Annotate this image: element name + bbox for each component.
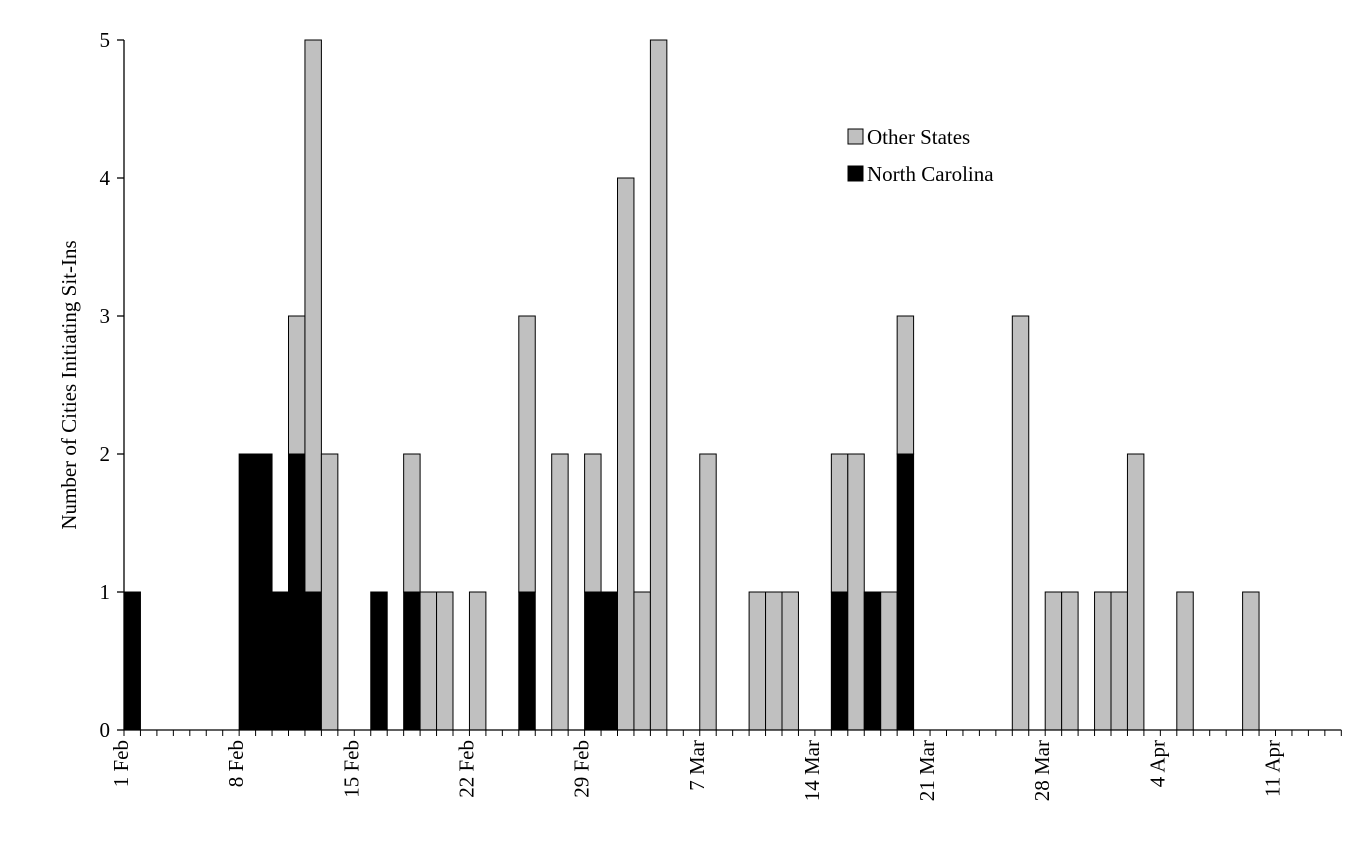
bar-other-states xyxy=(896,315,915,455)
bar-other-states xyxy=(1176,591,1194,731)
plot-area xyxy=(123,39,1260,731)
bar-north-carolina xyxy=(830,591,849,731)
legend-label-north-carolina: North Carolina xyxy=(867,162,994,186)
bar-north-carolina xyxy=(403,591,421,731)
x-tick-label: 28 Mar xyxy=(1030,740,1054,801)
legend: Other States North Carolina xyxy=(847,125,994,186)
x-tick-label: 4 Apr xyxy=(1145,740,1169,787)
y-tick-label: 2 xyxy=(100,442,111,466)
x-tick-label: 22 Feb xyxy=(454,740,478,798)
bar-north-carolina xyxy=(288,453,306,731)
x-tick-label: 14 Mar xyxy=(800,740,824,801)
bar-other-states xyxy=(1110,591,1128,731)
bar-north-carolina xyxy=(271,591,289,731)
bar-other-states xyxy=(617,177,635,731)
y-tick-label: 4 xyxy=(100,166,111,190)
bar-north-carolina xyxy=(584,591,602,731)
bar-other-states xyxy=(468,591,487,731)
y-tick-label: 0 xyxy=(100,718,111,742)
bar-other-states xyxy=(748,591,767,731)
bar-other-states xyxy=(320,453,339,731)
bar-other-states xyxy=(419,591,438,731)
legend-label-other-states: Other States xyxy=(867,125,970,149)
bar-other-states xyxy=(1126,453,1145,731)
bar-other-states xyxy=(288,315,306,455)
legend-swatch-other-states xyxy=(847,128,864,145)
y-axis-title: Number of Cities Initiating Sit-Ins xyxy=(57,240,81,529)
bar-north-carolina xyxy=(304,591,322,731)
bar-north-carolina xyxy=(238,453,257,731)
y-tick-label: 1 xyxy=(100,580,111,604)
bar-other-states xyxy=(304,39,322,593)
x-tick-label: 21 Mar xyxy=(915,740,939,801)
bar-other-states xyxy=(649,39,668,731)
bar-north-carolina xyxy=(255,453,273,731)
bar-north-carolina xyxy=(600,591,618,731)
x-tick-label: 15 Feb xyxy=(339,740,363,798)
x-tick-label: 8 Feb xyxy=(224,740,248,787)
bar-other-states xyxy=(847,453,865,731)
bar-other-states xyxy=(1242,591,1260,731)
bar-other-states xyxy=(403,453,421,593)
bar-other-states xyxy=(765,591,783,731)
bar-north-carolina xyxy=(863,591,882,731)
y-tick-label: 3 xyxy=(100,304,111,328)
bar-other-states xyxy=(830,453,849,593)
bar-other-states xyxy=(551,453,569,731)
bar-north-carolina xyxy=(518,591,536,731)
x-tick-label: 1 Feb xyxy=(109,740,133,787)
bar-north-carolina xyxy=(123,591,141,731)
bar-other-states xyxy=(584,453,602,593)
bar-north-carolina xyxy=(370,591,388,731)
y-tick-label: 5 xyxy=(100,28,111,52)
x-tick-label: 29 Feb xyxy=(570,740,594,798)
bar-other-states xyxy=(1044,591,1063,731)
x-axis: 1 Feb 8 Feb 15 Feb 22 Feb 29 Feb 7 Mar 14 Mar 2… xyxy=(109,729,1342,801)
x-tick-label: 11 Apr xyxy=(1261,740,1285,797)
bar-other-states xyxy=(781,591,799,731)
bar-other-states xyxy=(699,453,717,731)
x-tick-label: 7 Mar xyxy=(685,740,709,791)
bar-other-states xyxy=(1011,315,1030,731)
bar-other-states xyxy=(436,591,454,731)
bar-other-states xyxy=(518,315,536,593)
bar-north-carolina xyxy=(896,453,915,731)
legend-swatch-north-carolina xyxy=(847,165,864,182)
bar-other-states xyxy=(633,591,651,731)
bar-other-states xyxy=(1094,591,1112,731)
bar-other-states xyxy=(1061,591,1079,731)
y-axis: 0 1 2 3 4 5 xyxy=(100,28,125,742)
bar-other-states xyxy=(880,591,898,731)
